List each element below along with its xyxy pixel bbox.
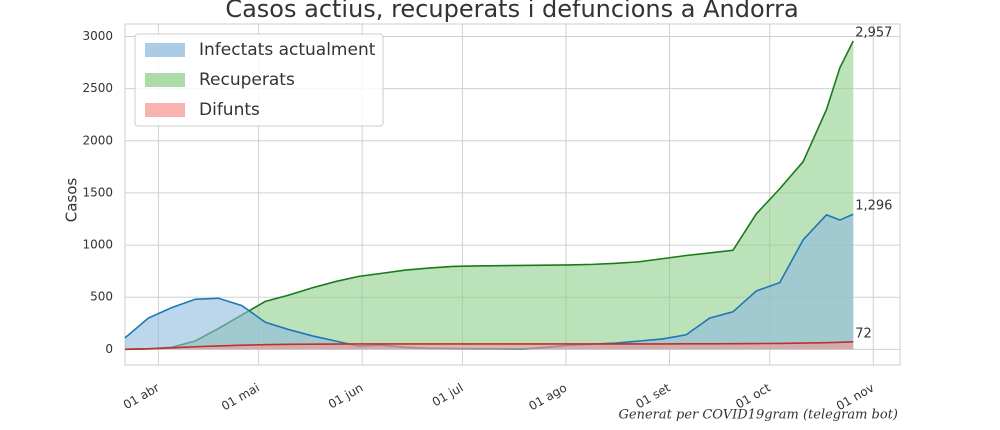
legend-label: Difunts [199,100,260,120]
end-label: 72 [855,326,872,341]
x-tick-label: 01 ago [526,381,569,414]
area [125,214,854,350]
footer: Generat per COVID19gram (telegram bot) [619,408,898,423]
y-tick-label: 0 [105,342,113,356]
x-tick-label: 01 jul [430,381,466,410]
y-tick-label: 1000 [82,238,113,252]
legend-swatch [145,43,185,57]
chart-title: Casos actius, recuperats i defuncions a … [225,0,798,23]
legend-label: Recuperats [199,70,295,90]
end-label: 2,957 [855,25,892,40]
legend-label: Infectats actualment [199,40,376,60]
y-tick-label: 2500 [82,81,113,95]
x-tick-label: 01 jun [326,381,366,412]
legend-box [134,33,384,127]
area [125,341,854,350]
x-tick-label: 01 mai [219,381,262,414]
y-tick-label: 2000 [82,133,113,147]
x-tick-label: 01 abr [121,380,162,412]
legend-swatch [145,103,185,117]
area [125,40,854,350]
end-label: 1,296 [855,199,892,214]
y-axis-label: Casos [63,178,81,223]
y-tick-label: 500 [90,290,113,304]
line [124,341,854,351]
y-tick-label: 1500 [82,185,113,199]
legend-swatch [145,73,185,87]
y-tick-label: 3000 [82,29,113,43]
